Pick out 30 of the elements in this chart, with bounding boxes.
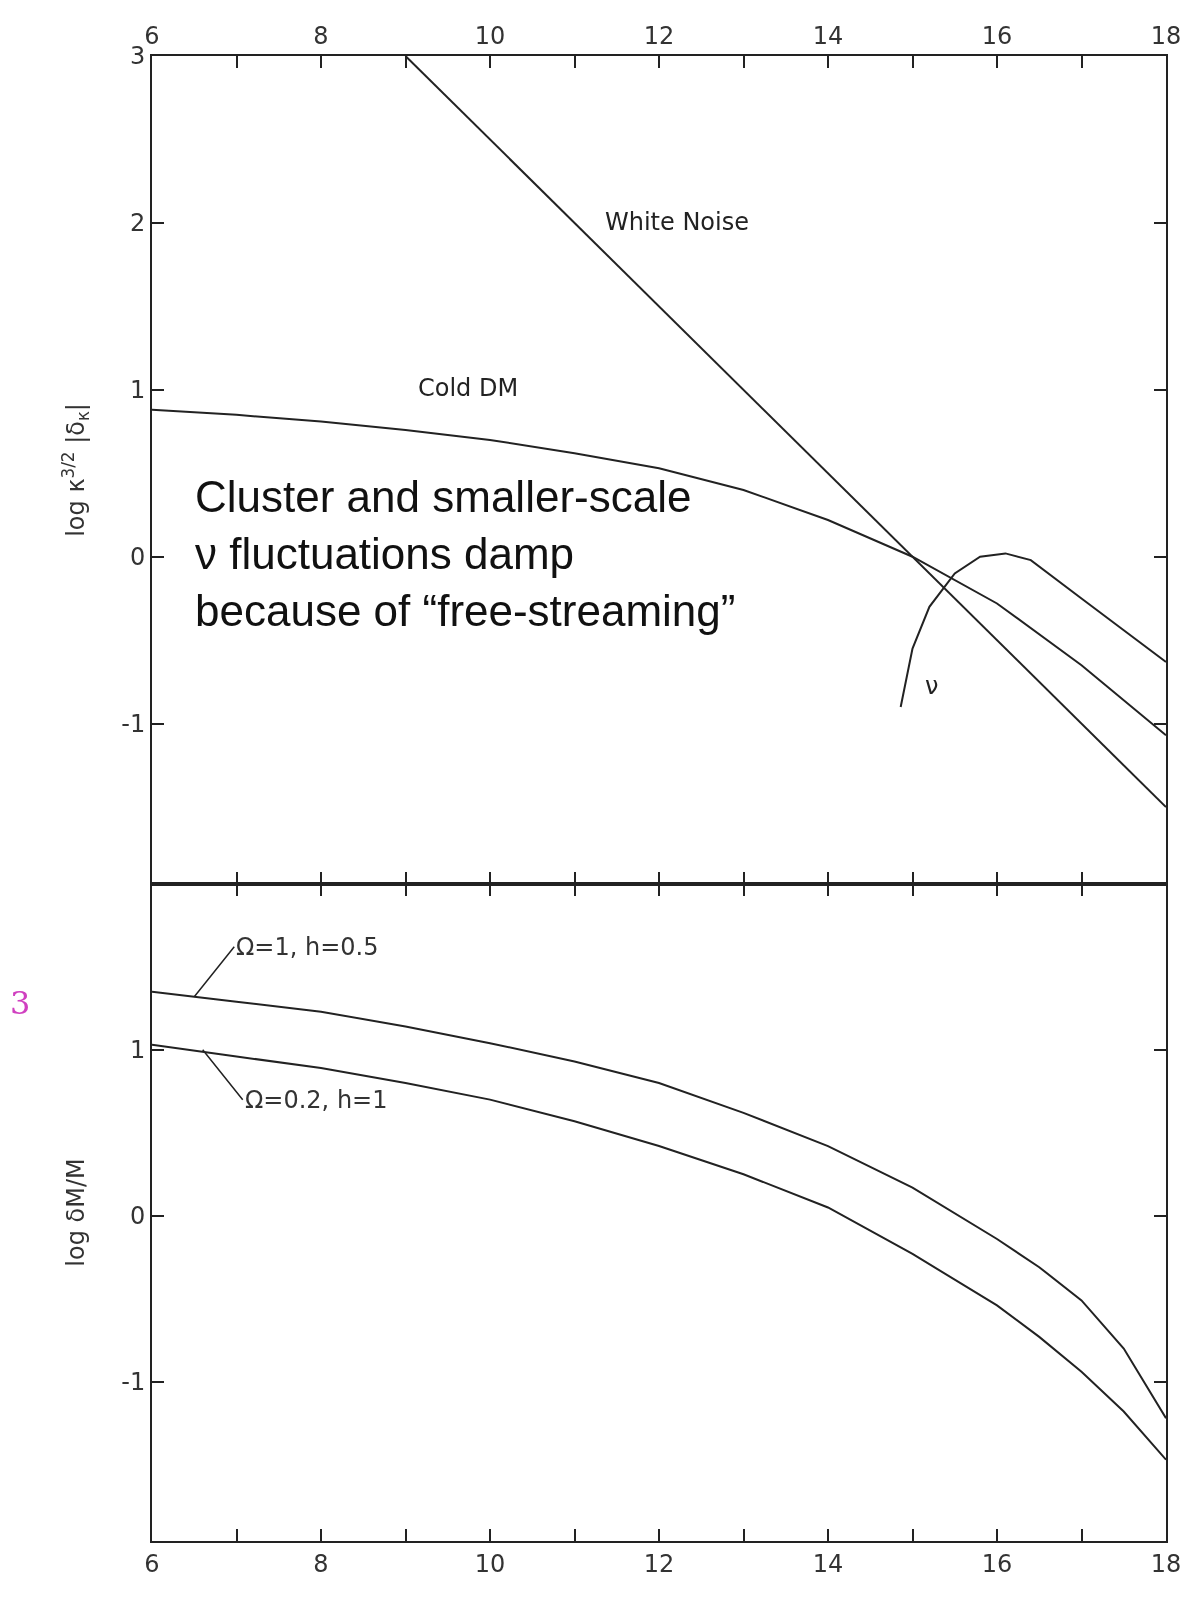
y-tick-label: 1: [129, 376, 146, 405]
y-tick-label: 0: [129, 1202, 146, 1231]
x-tick-label: 8: [313, 1549, 329, 1578]
series-label: White Noise: [605, 208, 749, 236]
x-tick-label: 6: [144, 1549, 160, 1578]
x-tick-label: 14: [812, 1549, 844, 1578]
text: 3: [10, 984, 31, 1022]
x-tick-label: 10: [474, 22, 506, 51]
x-tick-label: 18: [1150, 22, 1182, 51]
series-label: Cold DM: [418, 374, 519, 402]
x-tick-label: 14: [812, 22, 844, 51]
y-tick-label: 3: [129, 42, 146, 71]
x-tick-label: 10: [474, 1549, 506, 1578]
x-tick-label: 12: [643, 22, 675, 51]
annotation: Ω=0.2, h=1: [245, 1086, 388, 1114]
y-tick-label: 2: [129, 209, 146, 238]
x-tick-label: 8: [313, 22, 329, 51]
x-tick-label: 6: [144, 22, 160, 51]
x-tick-label: 16: [981, 22, 1013, 51]
x-tick-label: 16: [981, 1549, 1013, 1578]
x-tick-label: 18: [1150, 1549, 1182, 1578]
y-axis-title: log δM/M: [61, 1158, 90, 1267]
x-tick-label: 12: [643, 1549, 675, 1578]
y-tick-label: 0: [129, 543, 146, 572]
annotation: Cluster and smaller-scale ν fluctuations damp because of “free-streaming”: [195, 472, 736, 636]
annotation: Ω=1, h=0.5: [236, 933, 379, 961]
series-label: ν: [925, 672, 939, 700]
y-tick-label: 1: [129, 1036, 146, 1065]
y-tick-label: -1: [121, 1368, 146, 1397]
y-tick-label: -1: [121, 710, 146, 739]
